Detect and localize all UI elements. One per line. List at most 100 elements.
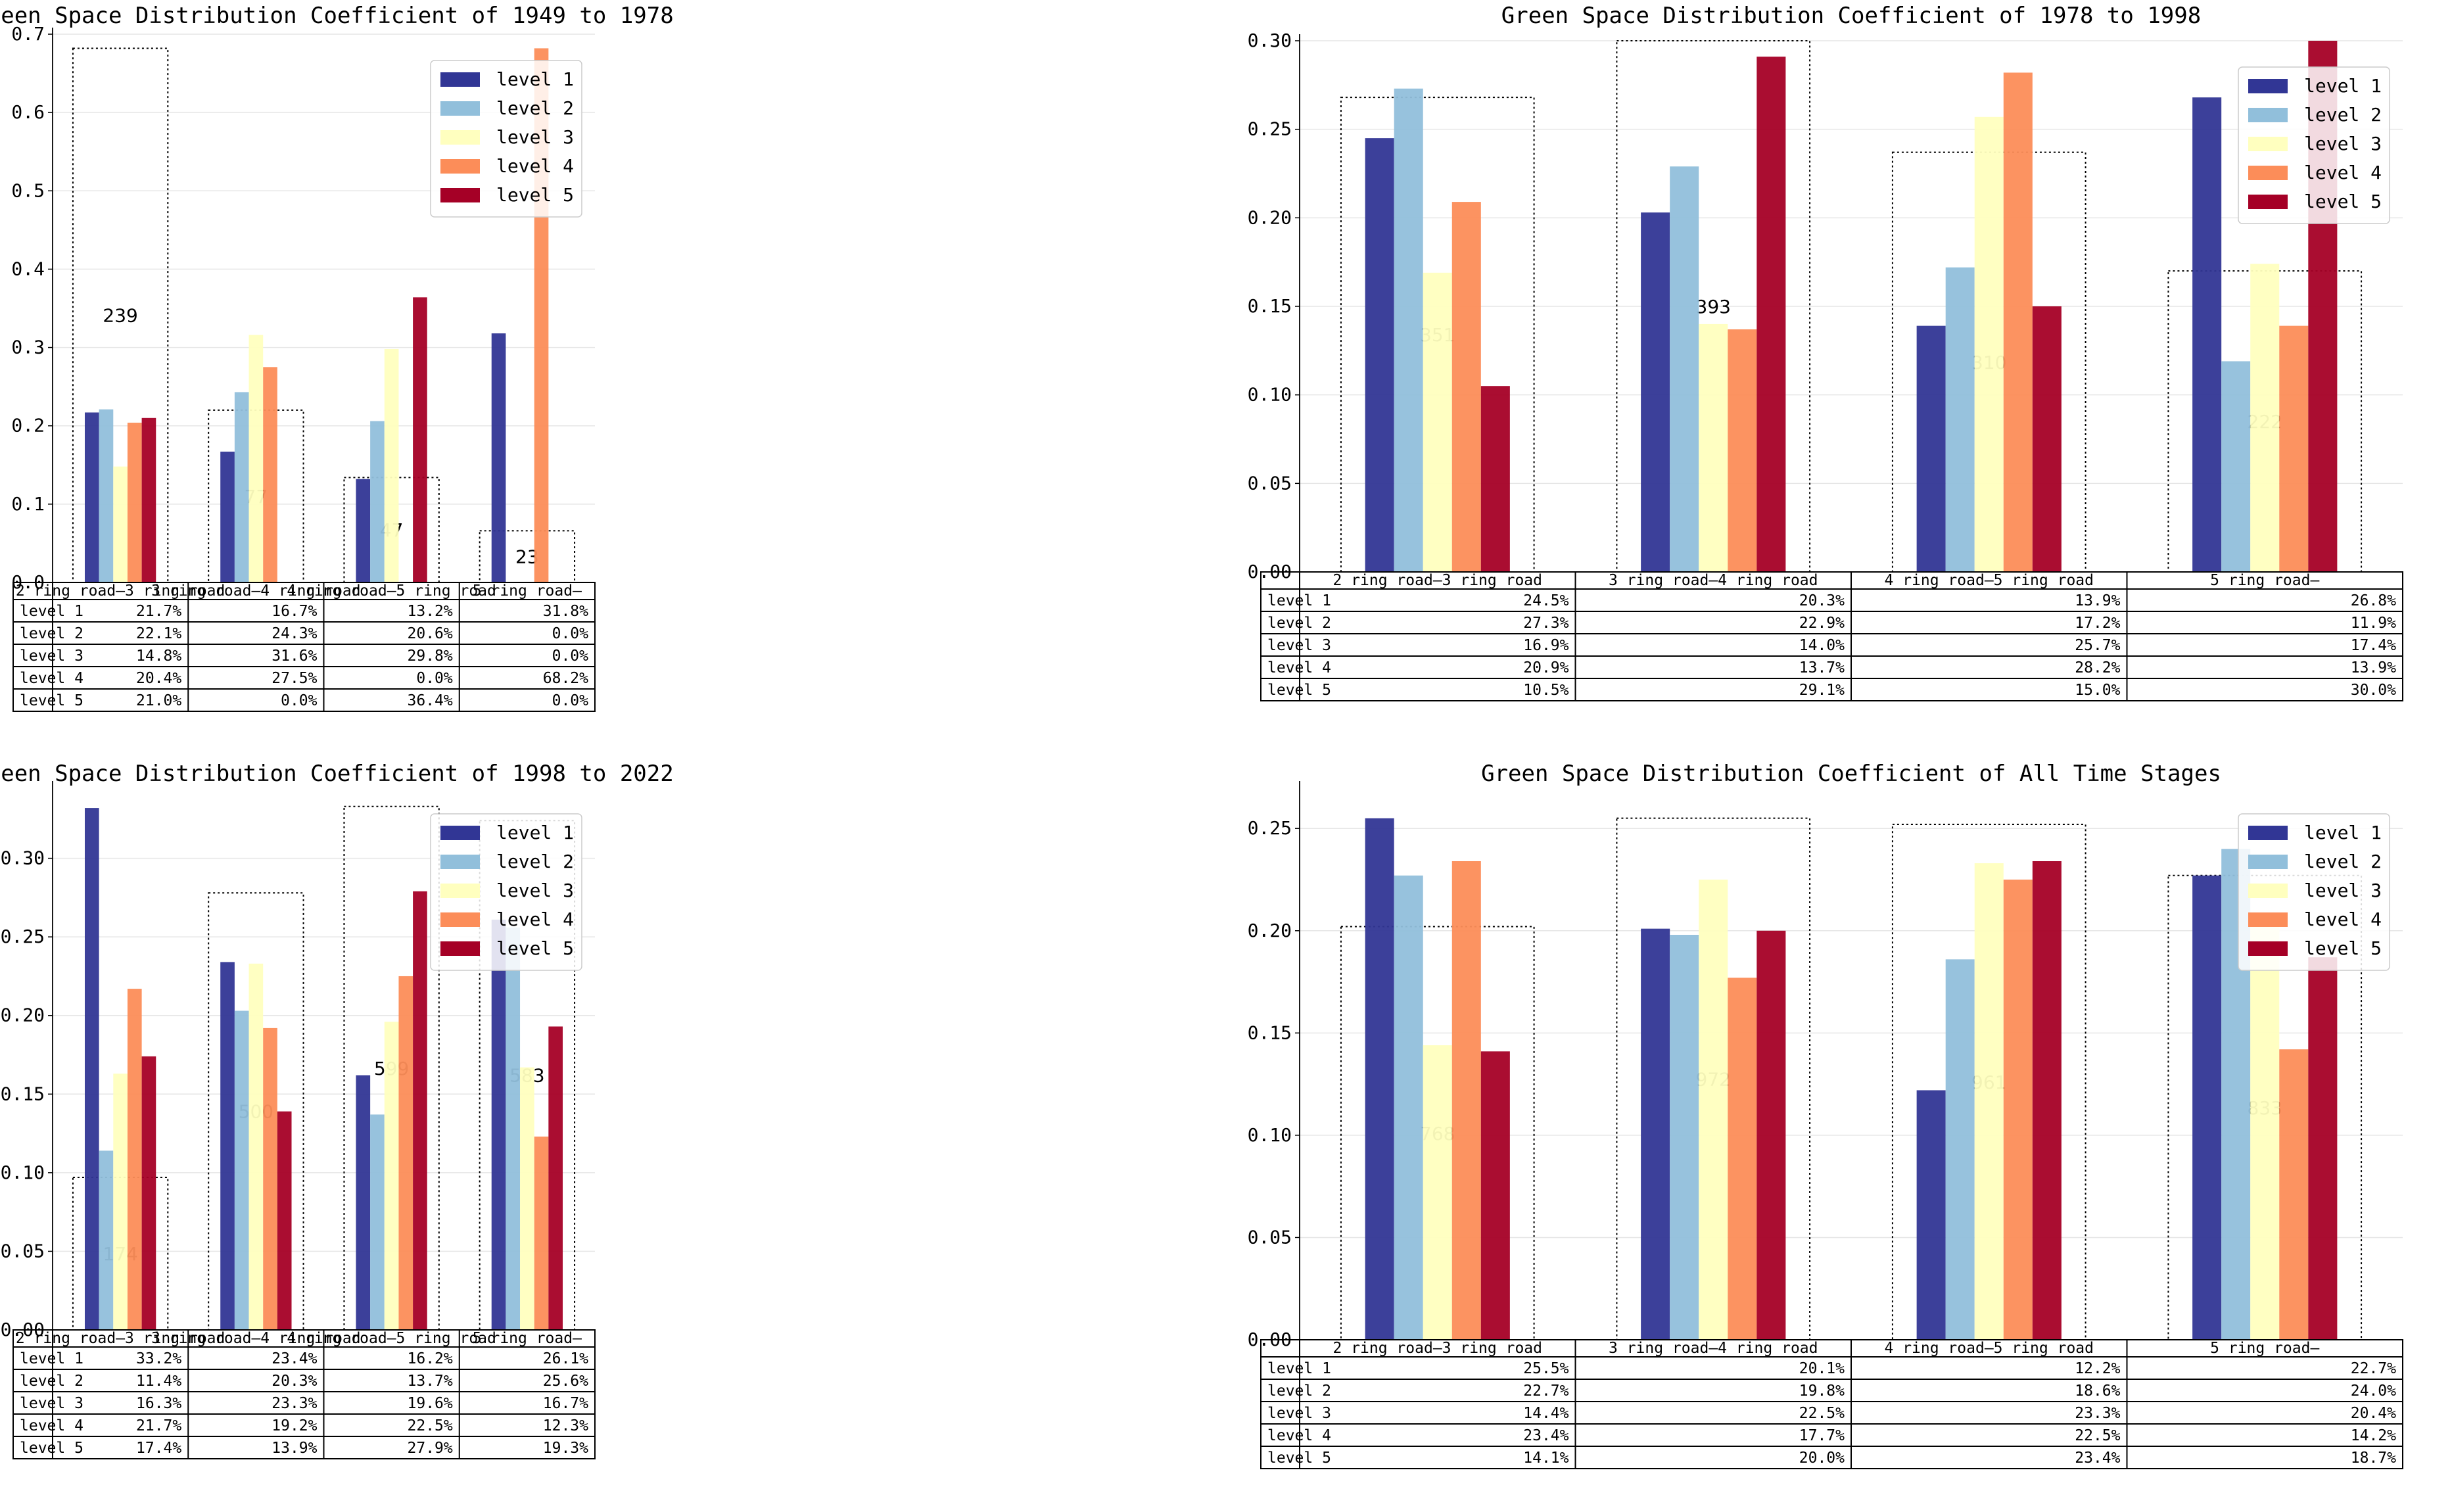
table-category-header: 5 ring road— [473,1330,582,1347]
table-cell: 22.1% [136,625,181,642]
bar-level-4 [127,989,142,1330]
bar-level-5 [1480,386,1510,572]
table-category-header: 5 ring road— [2210,572,2319,589]
table-row-label: level 1 [20,603,83,620]
table-category-header: 2 ring road—3 ring road [1333,1340,1543,1357]
table-category-header: 4 ring road—5 ring road [287,582,496,600]
bar-level-4 [1728,978,1757,1340]
table-cell: 19.8% [1799,1382,1845,1400]
bar-level-1 [1916,1090,1946,1340]
table-cell: 23.4% [271,1350,317,1367]
legend-label: level 4 [2304,162,2382,183]
legend-swatch [440,159,480,174]
bar-level-5 [413,297,427,582]
legend-swatch [2248,826,2288,840]
table-cell: 0.0% [416,670,453,687]
legend-swatch [440,72,480,87]
bar-level-1 [2192,97,2222,573]
table-cell: 16.2% [408,1350,453,1367]
table-cell: 26.1% [543,1350,588,1367]
table-cell: 20.3% [271,1373,317,1390]
y-tick-label: 0.1 [11,493,45,515]
legend-label: level 2 [496,851,574,872]
total-box [2167,874,2363,1340]
table-cell: 22.5% [1799,1405,1845,1422]
table-cell: 11.4% [136,1373,181,1390]
table-cell: 12.3% [543,1417,588,1434]
bar-level-1 [1365,138,1394,573]
bar-level-5 [1480,1051,1510,1340]
bar-level-1 [1365,818,1394,1340]
bar-level-5 [548,1026,563,1330]
table-cell: 21.7% [136,603,181,620]
bar-level-4 [2003,880,2033,1340]
total-box [208,892,304,1331]
table-cell: 13.9% [2351,659,2396,676]
legend-swatch [2248,166,2288,180]
legend-label: level 5 [496,184,574,206]
legend-label: level 4 [2304,909,2382,930]
bar-level-4 [263,1028,277,1330]
bar-level-4 [398,976,413,1330]
legend-box [2238,813,2390,971]
table-cell: 11.9% [2351,615,2396,632]
table-cell: 13.9% [271,1440,317,1457]
legend-swatch [2248,912,2288,927]
bar-level-5 [1756,930,1786,1340]
legend-swatch [440,130,480,145]
bar-level-2 [1945,959,1975,1340]
legend-swatch [2248,195,2288,209]
chart-panel-1949-1978: Green Space Distribution Coefficient of … [0,0,1226,756]
bar-level-4 [127,422,142,582]
table-cell: 14.2% [2351,1427,2396,1444]
table-cell: 16.3% [136,1395,181,1412]
chart-panel-1998-2022: Green Space Distribution Coefficient of … [0,756,1226,1512]
table-row-label: level 2 [20,1373,83,1390]
chart-title: Green Space Distribution Coefficient of … [1501,3,2201,29]
bar-level-4 [2003,72,2033,573]
table-cell: 20.6% [408,625,453,642]
table-cell: 20.9% [1523,659,1568,676]
chart-panel-all-time-stages: Green Space Distribution Coefficient of … [1226,756,2452,1512]
table-cell: 31.8% [543,603,588,620]
table-cell: 13.7% [1799,659,1845,676]
table-row-label: level 3 [20,1395,83,1412]
bar-level-3 [2250,264,2280,572]
table-cell: 23.4% [1523,1427,1568,1444]
table-cell: 23.3% [2075,1405,2120,1422]
y-tick-label: 0.20 [1,1004,45,1026]
y-tick-label: 0.05 [1248,472,1292,494]
table-cell: 20.4% [136,670,181,687]
y-tick-label: 0.5 [11,179,45,201]
table-cell: 10.5% [1523,682,1568,699]
table-cell: 21.7% [136,1417,181,1434]
table-cell: 14.1% [1523,1450,1568,1467]
legend-label: level 3 [496,126,574,148]
table-row-label: level 5 [1267,1450,1331,1467]
legend-label: level 1 [2304,75,2382,97]
bar-level-2 [1945,267,1975,572]
table-cell: 13.7% [408,1373,453,1390]
table-cell: 25.6% [543,1373,588,1390]
bar-level-2 [1394,875,1423,1340]
table-cell: 22.7% [2351,1360,2396,1377]
legend-label: level 5 [2304,191,2382,212]
legend-swatch [2248,108,2288,122]
table-cell: 16.7% [543,1395,588,1412]
bar-level-3 [1699,880,1728,1340]
legend-label: level 5 [2304,937,2382,959]
table-cell: 0.0% [281,692,318,709]
y-tick-label: 0.20 [1248,206,1292,228]
table-cell: 22.7% [1523,1382,1568,1400]
table-cell: 27.3% [1523,615,1568,632]
table-cell: 23.3% [271,1395,317,1412]
y-tick-label: 0.7 [11,23,45,45]
bar-level-1 [356,1075,371,1330]
bar-level-4 [263,367,277,582]
chart-title: Green Space Distribution Coefficient of … [1481,761,2221,787]
chart-svg-all-time-stages: Green Space Distribution Coefficient of … [1248,761,2403,1469]
table-row-label: level 5 [20,692,83,709]
bar-level-4 [534,1136,549,1330]
bar-level-1 [1641,212,1670,573]
bar-level-3 [384,348,399,582]
